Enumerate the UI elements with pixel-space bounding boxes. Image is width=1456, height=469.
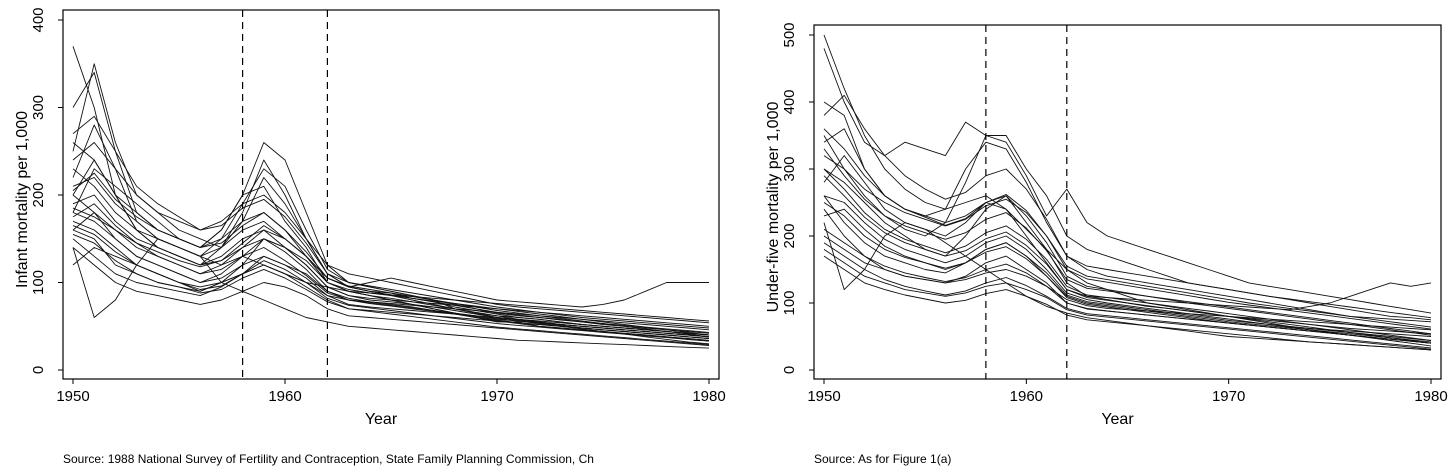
source-note-b: Source: As for Figure 1(a) <box>814 452 951 466</box>
x-axis-title-a: Year <box>365 411 398 428</box>
y-axis-title-b: Under-five mortality per 1,000 <box>765 102 782 313</box>
y-tick-label: 400 <box>781 89 798 114</box>
series-line-b-23 <box>823 255 1432 351</box>
series-line-b-19 <box>823 128 1432 330</box>
y-tick-label: 500 <box>781 22 798 47</box>
series-line-b-7 <box>823 195 1432 343</box>
series-group-a <box>72 46 710 349</box>
series-line-a-19 <box>72 168 710 331</box>
y-tick-label: 300 <box>30 95 47 120</box>
y-tick-label: 0 <box>30 366 47 374</box>
series-line-a-20 <box>72 247 710 346</box>
x-axis-title-b: Year <box>1101 411 1134 428</box>
series-line-b-12 <box>823 155 1432 328</box>
series-line-a-6 <box>72 168 710 338</box>
series-line-b-16 <box>823 168 1432 341</box>
y-tick-label: 400 <box>30 7 47 32</box>
series-line-b-18 <box>823 242 1432 349</box>
x-ticks-b: 1950 1960 1970 1980 <box>807 379 1448 405</box>
series-line-b-24 <box>823 175 1432 344</box>
x-tick-label: 1970 <box>1212 388 1245 405</box>
x-tick-label: 1960 <box>268 388 301 405</box>
series-line-a-2 <box>72 72 710 338</box>
series-line-a-25 <box>72 172 710 338</box>
x-tick-label: 1980 <box>692 388 725 405</box>
y-tick-label: 200 <box>30 182 47 207</box>
series-line-a-12 <box>72 194 709 308</box>
y-tick-label: 200 <box>781 223 798 248</box>
series-line-a-18 <box>72 212 710 336</box>
series-line-b-2 <box>823 48 1432 321</box>
series-line-a-14 <box>72 142 710 324</box>
series-line-a-3 <box>72 63 710 336</box>
reference-lines-b <box>985 25 1068 379</box>
source-note-a: Source: 1988 National Survey of Fertilit… <box>63 452 594 466</box>
x-tick-label: 1950 <box>807 388 840 405</box>
series-line-a-22 <box>72 233 710 346</box>
x-tick-label: 1970 <box>480 388 513 405</box>
series-line-b-15 <box>823 195 1432 347</box>
series-line-b-4 <box>823 135 1432 314</box>
series-line-a-15 <box>72 220 710 339</box>
series-group-b <box>823 34 1432 351</box>
y-tick-label: 100 <box>781 290 798 315</box>
y-tick-label: 0 <box>781 366 798 374</box>
series-line-b-13 <box>823 249 1432 350</box>
series-line-b-22 <box>823 148 1432 335</box>
y-axis-title-a: Infant mortality per 1,000 <box>14 111 31 288</box>
x-tick-label: 1980 <box>1414 388 1447 405</box>
series-line-a-1 <box>72 46 710 342</box>
plot-frame-b <box>813 24 1442 380</box>
y-tick-label: 300 <box>781 156 798 181</box>
series-line-b-10 <box>823 128 1432 336</box>
x-ticks-a: 1950 1960 1970 1980 <box>56 379 726 405</box>
y-ticks-a: 0 100 200 300 400 <box>30 7 63 374</box>
series-line-a-26 <box>72 225 710 342</box>
x-tick-label: 1950 <box>56 388 89 405</box>
y-ticks-b: 0 100 200 300 400 500 <box>781 22 814 374</box>
reference-lines-a <box>242 10 328 379</box>
x-tick-label: 1960 <box>1010 388 1043 405</box>
series-line-b-5 <box>823 168 1432 335</box>
chart-panel-a: 1950 1960 1970 1980 0 100 200 300 400 Year Infa… <box>14 7 726 466</box>
series-line-a-23 <box>72 207 710 336</box>
series-line-b-21 <box>823 202 1432 344</box>
series-line-a-21 <box>72 115 710 329</box>
y-tick-label: 100 <box>30 270 47 295</box>
chart-panel-b: 1950 1960 1970 1980 0 100 200 300 400 500 Year U… <box>765 22 1448 466</box>
series-line-b-14 <box>823 94 1432 319</box>
series-line-a-24 <box>72 203 710 345</box>
